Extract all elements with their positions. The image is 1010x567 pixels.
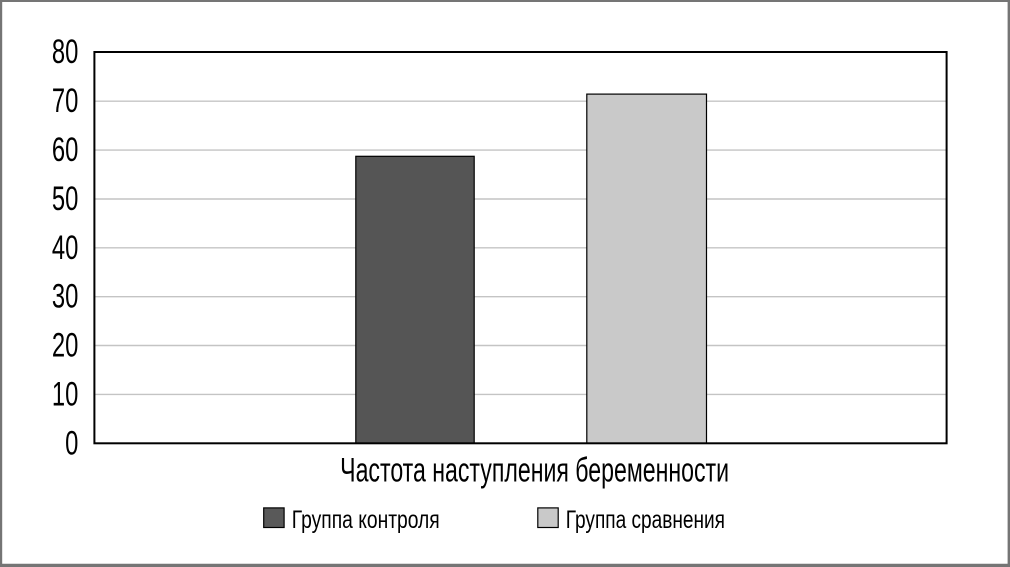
svg-text:Группа контроля: Группа контроля [292, 506, 440, 534]
svg-text:40: 40 [52, 229, 78, 267]
svg-text:0: 0 [65, 424, 78, 462]
svg-text:30: 30 [52, 278, 78, 316]
svg-text:20: 20 [52, 326, 78, 364]
svg-text:50: 50 [52, 180, 78, 218]
svg-text:10: 10 [52, 375, 78, 413]
svg-text:Группа сравнения: Группа сравнения [566, 506, 725, 534]
svg-text:60: 60 [52, 131, 78, 169]
svg-text:70: 70 [52, 82, 78, 120]
svg-text:Частота наступления беременнос: Частота наступления беременности [340, 452, 729, 489]
svg-text:80: 80 [52, 33, 78, 71]
